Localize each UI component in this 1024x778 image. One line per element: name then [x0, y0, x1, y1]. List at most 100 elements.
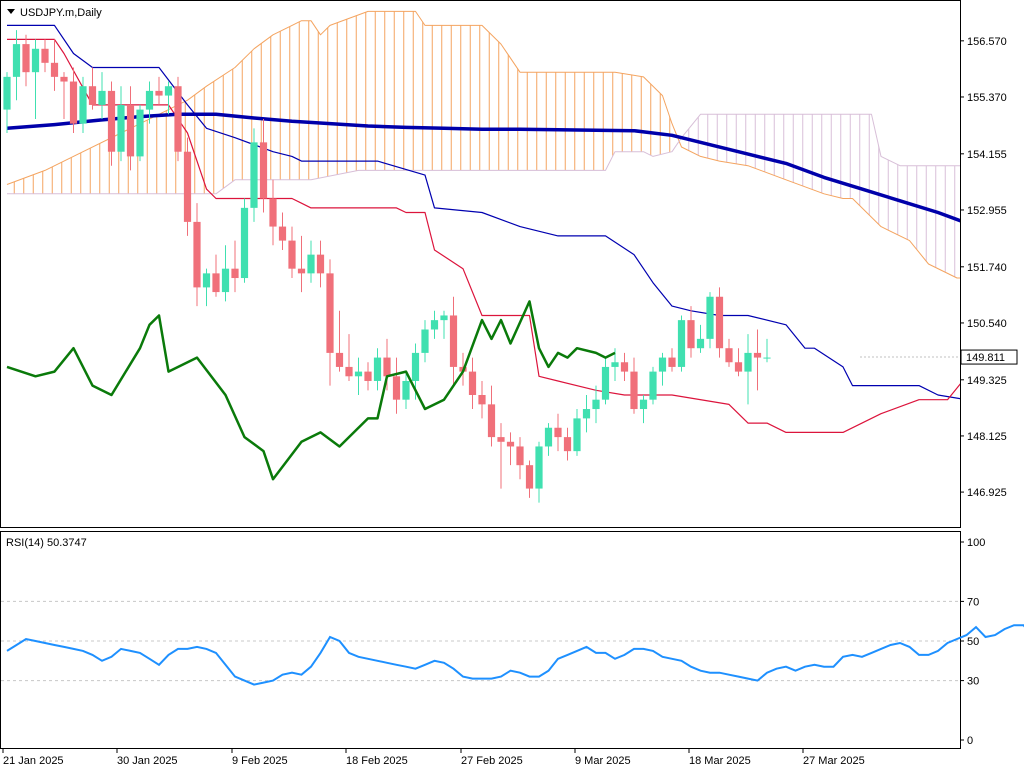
candle-body [716, 297, 723, 348]
candle-body [203, 273, 210, 287]
candle-body [51, 63, 58, 77]
candle-body [754, 353, 761, 358]
candle-body [725, 348, 732, 362]
rsi-tick-label: 30 [967, 676, 979, 688]
time-tick-label: 30 Jan 2025 [117, 755, 178, 767]
candle [649, 367, 656, 404]
candle-body [336, 353, 343, 367]
candle-body [469, 372, 476, 395]
candle-body [98, 91, 105, 105]
candle-body [22, 44, 29, 72]
current-price-label: 149.811 [966, 352, 1005, 364]
candle-body [649, 372, 656, 400]
candle-body [440, 315, 447, 320]
candle-body [735, 362, 742, 371]
candle-body [431, 320, 438, 329]
candle-body [60, 77, 67, 82]
time-tick-label: 21 Jan 2025 [3, 755, 64, 767]
candle-body [621, 362, 628, 371]
candle-body [450, 315, 457, 366]
candle-body [573, 418, 580, 451]
rsi-tick-label: 70 [967, 596, 979, 608]
candle-body [250, 142, 257, 208]
candle-body [79, 86, 86, 123]
time-tick-label: 9 Mar 2025 [575, 755, 631, 767]
candle-body [41, 49, 48, 63]
candle-body [212, 273, 219, 292]
candle-body [602, 367, 609, 400]
rsi-tick-label: 100 [967, 537, 985, 549]
candle-body [697, 339, 704, 348]
rsi-tick-label: 0 [967, 735, 973, 747]
candle-body [497, 437, 504, 442]
time-tick-label: 9 Feb 2025 [232, 755, 288, 767]
candle-body [32, 49, 39, 72]
candle-body [659, 358, 666, 372]
time-tick-label: 18 Feb 2025 [346, 755, 408, 767]
candle-body [345, 367, 352, 376]
chart-title: USDJPY.m,Daily [20, 7, 102, 19]
candle-body [288, 241, 295, 269]
candle-body [611, 362, 618, 367]
candle-body [355, 372, 362, 377]
price-tick-label: 154.155 [967, 149, 1007, 161]
candle-body [3, 77, 10, 110]
candle [184, 138, 191, 236]
candle [174, 77, 181, 161]
candle-body [326, 273, 333, 353]
candle-body [184, 152, 191, 222]
candle-body [307, 255, 314, 274]
candle-body [155, 91, 162, 96]
candle-body [678, 320, 685, 367]
price-tick-label: 156.570 [967, 36, 1007, 48]
candle-body [146, 91, 153, 110]
candle-body [393, 376, 400, 399]
candle-body [165, 86, 172, 95]
candle-body [241, 208, 248, 278]
candle-body [89, 86, 96, 105]
price-tick-label: 149.325 [967, 375, 1007, 387]
candle [241, 199, 248, 283]
candle-body [554, 428, 561, 437]
candle-body [279, 227, 286, 241]
candle-body [317, 255, 324, 274]
candle-body [13, 44, 20, 77]
candle-body [516, 446, 523, 465]
candle-body [535, 446, 542, 488]
candle-body [298, 269, 305, 274]
candle [250, 128, 257, 222]
candle-body [222, 269, 229, 292]
candle-body [127, 105, 134, 156]
price-tick-label: 150.540 [967, 318, 1007, 330]
candle-body [231, 269, 238, 278]
time-tick-label: 27 Feb 2025 [461, 755, 523, 767]
rsi-title: RSI(14) 50.3747 [6, 537, 87, 549]
candle-body [108, 91, 115, 152]
price-tick-label: 152.955 [967, 205, 1007, 217]
candle-body [421, 330, 428, 353]
candle-body [412, 353, 419, 381]
candle-body [402, 381, 409, 400]
candle-body [374, 358, 381, 381]
candle [716, 287, 723, 357]
candle-body [193, 222, 200, 288]
time-tick-label: 27 Mar 2025 [803, 755, 865, 767]
candle-body [640, 400, 647, 409]
candle-body [668, 358, 675, 367]
candle-body [763, 358, 770, 359]
candle-body [526, 465, 533, 488]
candle-body [260, 142, 267, 198]
price-tick-label: 148.125 [967, 431, 1007, 443]
candle-body [583, 409, 590, 418]
rsi-tick-label: 50 [967, 636, 979, 648]
candle-body [706, 297, 713, 339]
candle-body [564, 437, 571, 451]
candle-body [383, 358, 390, 377]
candle-body [507, 442, 514, 447]
candle-body [744, 353, 751, 372]
price-tick-label: 155.370 [967, 92, 1007, 104]
candle-body [364, 372, 371, 381]
candle-body [70, 82, 77, 124]
